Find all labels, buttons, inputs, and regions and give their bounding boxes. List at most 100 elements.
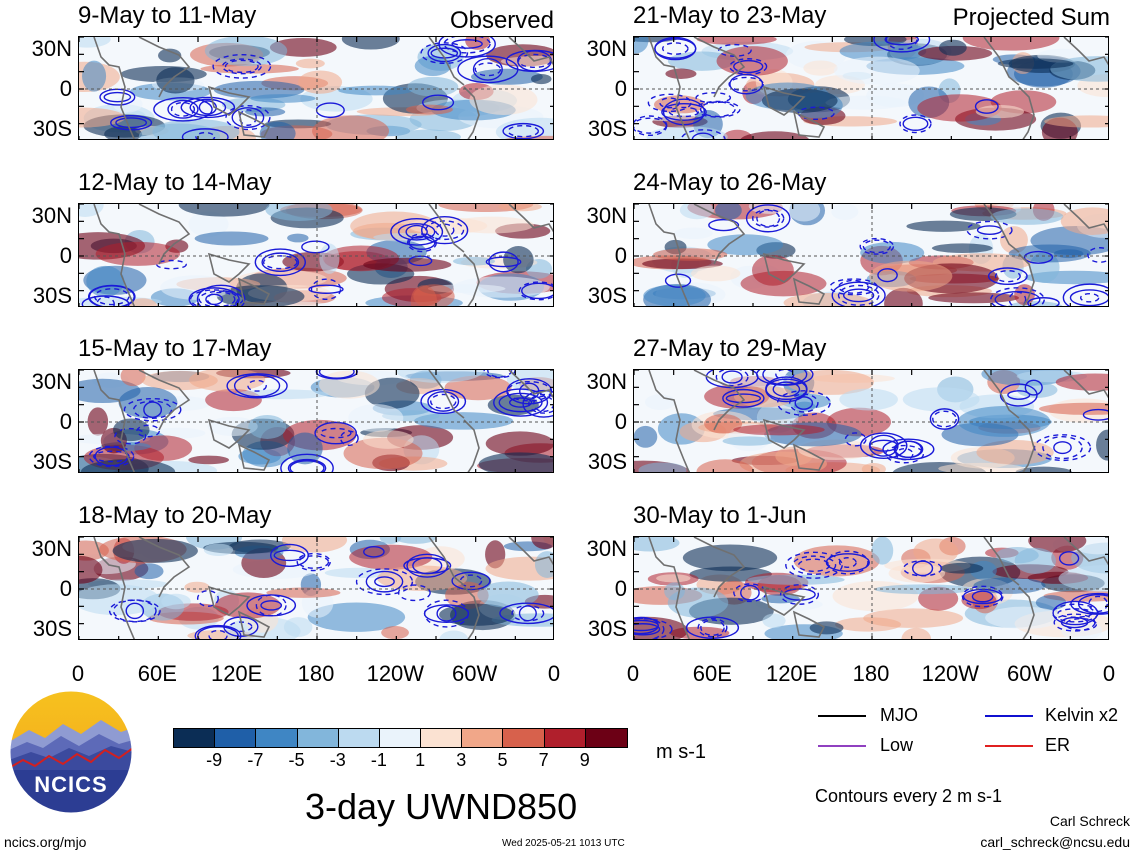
coastline [1018,419,1035,472]
kelvin-contour [508,397,533,408]
x-tick-label: 120E [210,661,263,686]
coastline [93,37,136,139]
coastline [693,537,746,598]
shade-region [188,211,229,237]
coastline [1018,86,1035,139]
kelvin-contour [87,284,136,306]
author-email[interactable]: carl_schreck@ncsu.edu [980,834,1130,850]
kelvin-contour [654,37,697,61]
shade-region [287,432,323,465]
kelvin-contour [829,278,878,296]
shade-region [975,105,1025,119]
kelvin-contour [783,588,816,601]
coastline [648,370,691,472]
shade-region [298,70,343,94]
kelvin-contour [205,293,224,306]
kelvin-contour [123,397,182,422]
shade-region [1058,565,1108,592]
kelvin-contour [987,267,1028,286]
shade-region [682,544,778,572]
panel-title: 30-May to 1-Jun [633,502,807,529]
kelvin-contour [647,93,692,113]
kelvin-contour [427,391,460,412]
kelvin-contour [697,617,728,638]
kelvin-contour [363,546,385,558]
shade-region [985,606,1062,629]
kelvin-contour [661,42,689,55]
shade-region [156,67,195,94]
x-tick-label: 180 [297,661,335,686]
shade-region [869,260,953,292]
shade-region [833,56,920,85]
shade-region [349,544,433,570]
kelvin-contour [457,55,519,84]
x-tick-label: 0 [1102,661,1116,686]
y-tick-label: 30S [32,449,72,474]
site-link[interactable]: ncics.org/mjo [4,834,87,850]
kelvin-contour [451,39,483,49]
kelvin-contour [474,62,502,77]
colorbar-segment [421,729,463,747]
kelvin-contour [862,239,891,254]
kelvin-contour [634,616,659,635]
shade-region [995,547,1039,564]
coastline [693,37,746,98]
kelvin-contour [884,37,920,46]
kelvin-contour [260,600,283,611]
shade-region [362,430,414,449]
map-svg [634,537,1108,639]
kelvin-contour [194,624,242,639]
shade-region [281,537,348,553]
kelvin-contour [110,114,153,131]
kelvin-contour [262,255,298,270]
shade-region [112,538,198,563]
shade-region [665,68,697,79]
y-tick-label: 30N [31,369,72,394]
shade-region [194,231,269,246]
coastline [983,37,1020,86]
colorbar-tick-label: 9 [579,750,590,770]
kelvin-contour [189,289,239,306]
shade-region [634,537,680,552]
kelvin-contour [196,284,246,306]
colorbar-segment [503,729,545,747]
map-svg [79,537,553,639]
kelvin-contour [873,37,931,53]
kelvin-contour [408,255,433,267]
colorbar-tick-label: -1 [370,750,387,770]
kelvin-contour [634,618,673,639]
kelvin-contour [859,432,908,459]
coastline [237,610,271,638]
kelvin-contour [728,76,765,92]
x-tick-label: 60E [137,661,177,686]
shade-region [691,265,741,282]
colorbar-segment [256,729,298,747]
shade-region [1016,382,1058,398]
shade-region [82,60,107,92]
shade-region [740,131,809,139]
kelvin-contour [791,555,837,576]
colorbar-tick-label: -3 [329,750,346,770]
x-tick-label: 0 [71,661,85,686]
shade-region [902,387,980,412]
kelvin-contour [826,550,869,575]
shade-region [679,204,715,220]
kelvin-contour [115,117,148,129]
kelvin-contour [94,288,130,306]
shade-region [204,37,288,67]
kelvin-contour [1042,436,1083,460]
legend-kelvin-label: Kelvin x2 [1045,705,1119,725]
map-panel [78,36,554,140]
coastline [508,370,553,399]
coastline [508,204,553,233]
coastline [792,443,826,471]
kelvin-contour [181,128,229,139]
coastline [792,610,826,638]
kelvin-contour [999,383,1038,407]
map-panel [633,369,1109,473]
shade-region [79,107,126,128]
kelvin-contour [751,208,785,228]
shade-region [324,567,396,578]
colorbar-tick-label: 1 [415,750,426,770]
colorbar-segment [297,729,339,747]
